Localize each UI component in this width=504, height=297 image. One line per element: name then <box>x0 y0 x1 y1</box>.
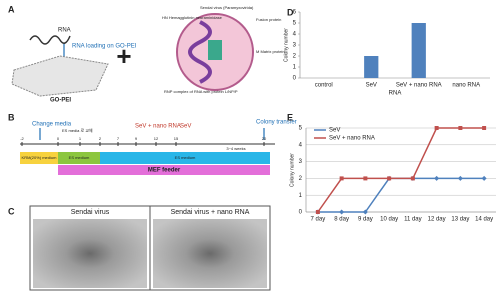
y-tick-label: 1 <box>299 193 303 199</box>
series-line <box>317 127 485 213</box>
media-label: KRM(20%) medium <box>22 155 58 160</box>
x-tick-label: 7 day <box>311 217 326 223</box>
colony-transfer: Colony transfer <box>256 120 297 126</box>
virus-label: RNP complex of RNA with protein L/NP/P <box>164 89 238 94</box>
x-tick-label: 12 day <box>428 217 446 223</box>
y-tick-label: 0 <box>293 76 297 82</box>
panel-label: E <box>287 112 293 122</box>
marker <box>481 175 487 181</box>
virus-label: M Matrix protein <box>256 49 285 54</box>
micrograph-title: Sendai virus <box>71 209 110 216</box>
y-axis-title: Colony number <box>289 153 295 187</box>
y-tick-label: 1 <box>293 65 297 71</box>
feeder-label: MEF feeder <box>148 168 181 174</box>
marker <box>434 126 439 130</box>
protein <box>208 40 222 60</box>
timeline: -2 0 1 2 7 9 12 15 20 <box>20 136 267 146</box>
timeline-label: 0 <box>57 136 60 141</box>
media-label: ES medium <box>69 155 90 160</box>
duration: 3~4 weeks <box>226 146 245 151</box>
feeder-bar <box>58 165 270 175</box>
legend-label: SeV + nano RNA <box>329 136 375 142</box>
x-tick-label: 10 day <box>380 217 398 223</box>
virus-label: HN Hemagglutinin neuraminidase <box>162 15 223 20</box>
y-tick-label: 2 <box>299 176 303 182</box>
timeline-label: 2 <box>99 136 102 141</box>
go-pei-label: GO-PEI <box>50 98 71 104</box>
timeline-label: 15 <box>174 136 179 141</box>
timeline-label: 9 <box>135 136 138 141</box>
x-tick-label: 13 day <box>451 217 469 223</box>
marker <box>339 209 345 215</box>
panel-label: D <box>287 7 294 17</box>
y-axis-title: Colony number <box>283 28 289 62</box>
x-tick-label: nano RNA <box>452 83 480 89</box>
sev-label: SeV <box>180 124 191 130</box>
media-bar <box>58 152 100 164</box>
media-bar <box>20 152 58 164</box>
marker <box>339 176 344 181</box>
media-label: ES medium <box>175 155 196 160</box>
micrograph-title: Sendai virus + nano RNA <box>171 209 250 216</box>
panel-label: A <box>8 4 15 14</box>
marker <box>482 126 487 130</box>
micrograph <box>153 219 267 288</box>
y-tick-label: 3 <box>299 159 303 165</box>
timeline-label: 1 <box>79 136 82 141</box>
rna-strand <box>29 35 71 45</box>
legend-label: SeV <box>329 128 340 134</box>
arrow <box>39 128 265 140</box>
charts: D Colony number 0 1 2 3 4 5 6 control SeV SeV + nan… <box>283 7 496 223</box>
y-tick-label: 0 <box>299 210 303 216</box>
marker <box>434 175 440 181</box>
marker <box>387 176 392 181</box>
y-tick-label: 4 <box>293 32 297 38</box>
timeline-label: 20 <box>262 136 267 141</box>
panel-label: C <box>8 206 15 216</box>
es-note: ES media 로 교체 <box>62 127 93 133</box>
marker <box>315 210 320 214</box>
panel-label: B <box>8 112 15 122</box>
marker <box>363 176 368 181</box>
treatment-label: SeV + nano RNA <box>135 124 181 130</box>
change-media: Change media <box>32 122 72 128</box>
virus-label: Sendai virus (Paramyxovirida) <box>200 5 254 10</box>
x-tick-label: control <box>315 83 333 89</box>
x-tick-label: SeV + nano RNA <box>396 83 442 89</box>
timeline-label: -2 <box>20 136 24 141</box>
x-tick-label: 9 day <box>358 217 373 223</box>
y-tick-label: 2 <box>293 54 297 60</box>
x-tick-label: 8 day <box>334 217 349 223</box>
marker <box>458 126 463 130</box>
timeline-label: 12 <box>154 136 159 141</box>
bar <box>364 56 379 78</box>
marker <box>410 176 415 181</box>
graphene-sheet <box>11 55 109 97</box>
timeline-label: 7 <box>117 136 120 141</box>
rna-label: RNA <box>58 28 71 34</box>
x-tick-label: SeV <box>366 83 377 89</box>
y-tick-label: 5 <box>293 21 297 27</box>
y-tick-label: 5 <box>299 126 303 132</box>
y-tick-label: 4 <box>299 142 303 148</box>
virus-label: Fusion protein <box>256 17 281 22</box>
rnp-helix <box>188 20 212 84</box>
loading-label: RNA loading on GO-PEI <box>72 44 137 50</box>
x-tick-label: 11 day <box>404 217 422 223</box>
marker <box>457 175 463 181</box>
x-tick-label: 14 day <box>475 217 493 223</box>
media-bar <box>100 152 270 164</box>
bar <box>411 23 426 78</box>
marker <box>362 209 368 215</box>
plus-sign: + <box>116 41 131 71</box>
x-axis-title: RNA <box>389 91 402 97</box>
y-tick-label: 6 <box>293 10 297 16</box>
micrograph <box>33 219 147 288</box>
y-tick-label: 3 <box>293 43 297 49</box>
